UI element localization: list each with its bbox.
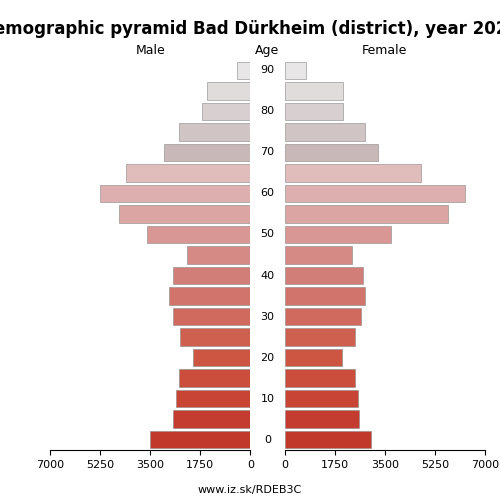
Bar [188, 246, 250, 264]
Bar [150, 431, 250, 448]
Bar [284, 205, 448, 222]
Bar [284, 288, 365, 305]
Title: Female: Female [362, 44, 408, 58]
Bar [118, 205, 250, 222]
Bar [284, 102, 344, 120]
Title: Male: Male [136, 44, 165, 58]
Bar [284, 431, 370, 448]
Text: 70: 70 [260, 148, 274, 158]
Bar [202, 102, 250, 120]
Bar [284, 370, 355, 387]
Bar [284, 390, 358, 407]
Bar [173, 267, 250, 284]
Text: 90: 90 [260, 66, 274, 76]
Bar [180, 328, 250, 346]
Bar [238, 62, 250, 79]
Bar [179, 123, 250, 140]
Bar [193, 349, 250, 366]
Bar [284, 184, 465, 202]
Bar [164, 144, 250, 161]
Text: 60: 60 [260, 188, 274, 198]
Bar [148, 226, 250, 243]
Bar [100, 184, 250, 202]
Bar [284, 226, 391, 243]
Bar [284, 410, 359, 428]
Bar [284, 62, 306, 79]
Text: 0: 0 [264, 434, 271, 444]
Bar [284, 349, 342, 366]
Bar [284, 144, 378, 161]
Bar [169, 288, 250, 305]
Bar [126, 164, 250, 182]
Bar [173, 410, 250, 428]
Title: Age: Age [256, 44, 280, 58]
Text: demographic pyramid Bad Dürkheim (district), year 2022: demographic pyramid Bad Dürkheim (distri… [0, 20, 500, 38]
Bar [173, 308, 250, 326]
Bar [179, 370, 250, 387]
Bar [284, 267, 364, 284]
Bar [284, 123, 365, 140]
Bar [176, 390, 250, 407]
Text: 30: 30 [260, 312, 274, 322]
Text: 10: 10 [260, 394, 274, 404]
Text: www.iz.sk/RDEB3C: www.iz.sk/RDEB3C [198, 485, 302, 495]
Bar [284, 308, 360, 326]
Text: 20: 20 [260, 352, 274, 362]
Text: 40: 40 [260, 270, 274, 280]
Text: 50: 50 [260, 230, 274, 239]
Bar [208, 82, 250, 100]
Bar [284, 82, 344, 100]
Bar [284, 246, 352, 264]
Bar [284, 328, 355, 346]
Bar [284, 164, 420, 182]
Text: 80: 80 [260, 106, 274, 117]
